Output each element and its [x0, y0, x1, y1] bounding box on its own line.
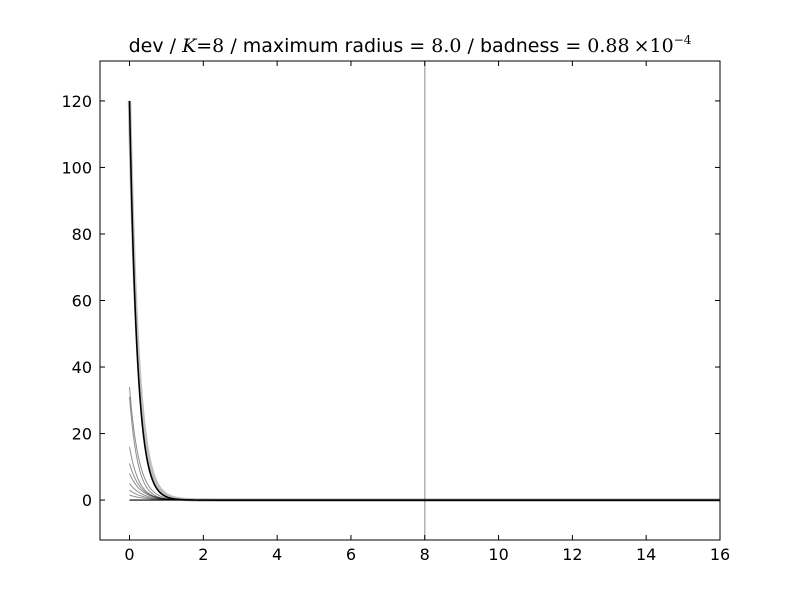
x-tick-label: 2 [198, 545, 208, 564]
y-tick-label: 40 [72, 358, 92, 377]
axis-tick-labels: 0 2 4 6 8 10 12 14 16 0 20 40 60 80 100 120 [61, 92, 730, 564]
axis-ticks [100, 61, 721, 540]
x-tick-label: 16 [710, 545, 730, 564]
title-middle-1: / maximum radius = [224, 35, 431, 57]
series-line-4 [129, 396, 720, 501]
title-k-eq: =8 [196, 35, 224, 57]
x-tick-label: 6 [346, 545, 356, 564]
series-line-3 [129, 386, 720, 501]
series-line-2 [127, 99, 720, 502]
title-middle-2: / badness = [462, 35, 588, 57]
x-tick-label: 10 [488, 545, 508, 564]
x-tick-label: 14 [636, 545, 656, 564]
x-tick-label: 0 [124, 545, 134, 564]
chart-title: dev / K=8 / maximum radius = 8.0 / badne… [129, 33, 692, 57]
series-line-8 [129, 482, 720, 501]
title-k-symbol: K [181, 35, 198, 57]
plot-area [127, 61, 720, 540]
y-tick-label: 80 [72, 225, 92, 244]
series-line-7 [129, 472, 720, 501]
title-badness-mantissa: 0.88 [587, 35, 629, 57]
title-badness-times: ×10 [634, 35, 674, 57]
y-tick-label: 20 [72, 425, 92, 444]
title-radius: 8.0 [431, 35, 461, 57]
series-line-9 [129, 489, 720, 501]
y-tick-label: 100 [61, 158, 92, 177]
series-line-1 [128, 100, 720, 501]
y-tick-label: 60 [72, 292, 92, 311]
title-prefix: dev / [129, 35, 182, 57]
x-tick-label: 8 [420, 545, 430, 564]
series-line-10 [129, 494, 720, 501]
y-tick-label: 120 [61, 92, 92, 111]
axes-frame [99, 60, 721, 541]
title-badness-exp: −4 [674, 33, 692, 47]
x-tick-label: 4 [272, 545, 282, 564]
x-tick-label: 12 [562, 545, 582, 564]
y-tick-label: 0 [82, 491, 92, 510]
series-line-6 [129, 463, 720, 501]
series-line-5 [129, 446, 720, 501]
